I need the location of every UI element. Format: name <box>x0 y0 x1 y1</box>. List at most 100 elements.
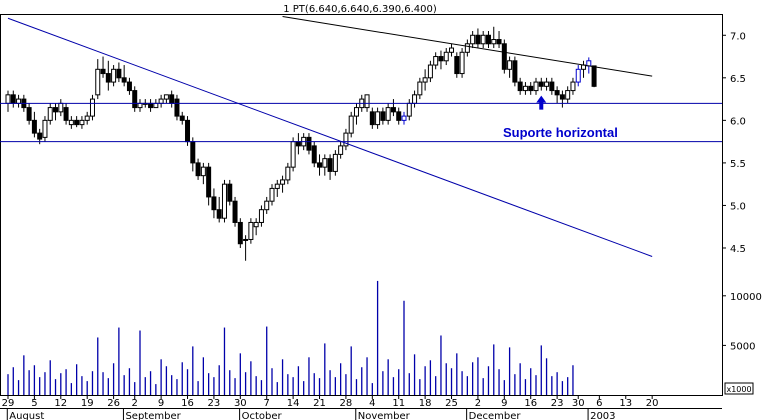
candle-body <box>390 107 396 113</box>
candle-body <box>422 77 428 83</box>
candle-body <box>79 119 85 126</box>
candle-body <box>95 68 101 96</box>
candle-body <box>100 68 106 75</box>
candle-body <box>507 60 513 70</box>
candle-body <box>195 162 201 177</box>
candle-body <box>200 166 206 177</box>
candle-body <box>163 94 169 100</box>
day-tick-label: 28 <box>340 398 353 409</box>
candle-body <box>327 158 333 172</box>
candle-body <box>443 51 449 62</box>
candle-body <box>111 68 117 83</box>
trendlines <box>0 16 722 257</box>
candle-body <box>185 119 191 143</box>
candle-body <box>290 141 296 168</box>
month-label: December <box>469 411 522 420</box>
day-tick-label: 4 <box>369 398 375 409</box>
candle-body <box>232 200 238 223</box>
candle-body <box>37 132 43 140</box>
candle-body <box>412 94 418 104</box>
price-tick-label: 5.0 <box>730 201 746 212</box>
candle-body <box>221 183 227 219</box>
day-tick-label: 18 <box>419 398 432 409</box>
candle-body <box>269 187 275 202</box>
candle-body <box>206 166 212 198</box>
candle-body <box>501 43 507 70</box>
candle-body <box>559 94 565 100</box>
candle-body <box>264 200 270 211</box>
candle-body <box>31 119 37 134</box>
candle-body <box>454 56 460 75</box>
day-tick-label: 13 <box>619 398 632 409</box>
volume-unit-label: x1000 <box>726 385 751 394</box>
candle-body <box>10 94 16 104</box>
support-annotation: Suporte horizontal <box>503 125 618 140</box>
day-tick-label: 11 <box>392 398 405 409</box>
month-label: September <box>125 411 181 420</box>
candle-body <box>570 81 576 92</box>
candle-body <box>464 43 470 53</box>
candle-body <box>549 81 555 92</box>
volume-tick-label: 10000 <box>730 292 762 303</box>
day-tick-label: 16 <box>181 398 194 409</box>
price-tick-label: 5.5 <box>730 159 746 170</box>
candle-body <box>406 102 412 117</box>
candle-body <box>433 56 439 66</box>
candle-body <box>306 136 312 151</box>
candle-body <box>396 111 402 121</box>
candle-body <box>280 179 286 185</box>
trendline <box>282 16 653 77</box>
candle-body <box>401 115 407 121</box>
price-tick-label: 6.5 <box>730 74 746 85</box>
candle-body <box>586 60 592 67</box>
candle-body <box>274 183 280 189</box>
candle-body <box>89 98 95 117</box>
candle-body <box>459 51 465 75</box>
candle-body <box>179 115 185 121</box>
trendline <box>7 17 653 257</box>
candle-body <box>427 64 433 79</box>
price-tick-label: 4.5 <box>730 244 746 255</box>
candle-body <box>169 94 175 104</box>
candle-body <box>84 115 90 121</box>
candle-body <box>512 60 518 83</box>
candle-body <box>475 34 481 45</box>
candle-body <box>322 158 328 168</box>
candle-body <box>174 98 180 117</box>
candle-body <box>565 90 571 100</box>
candle-body <box>338 145 344 155</box>
day-tick-label: 7 <box>264 398 270 409</box>
candle-body <box>554 90 560 96</box>
candles <box>5 26 597 261</box>
candle-body <box>121 77 127 83</box>
candle-body <box>522 85 528 92</box>
candle-body <box>105 73 111 83</box>
day-tick-label: 26 <box>107 398 120 409</box>
candle-body <box>248 221 254 240</box>
candle-body <box>517 81 523 92</box>
candle-body <box>343 132 349 147</box>
month-label: 2003 <box>590 411 615 420</box>
candle-body <box>449 47 455 53</box>
candle-body <box>227 183 233 202</box>
candle-body <box>375 111 381 126</box>
price-tick-label: 7.0 <box>730 31 746 42</box>
candle-body <box>216 209 222 219</box>
volume-unit-box <box>724 382 754 395</box>
candle-body <box>575 68 581 83</box>
candle-body <box>348 115 354 134</box>
day-tick-label: 30 <box>572 398 585 409</box>
day-tick-label: 2 <box>475 398 481 409</box>
candle-body <box>438 56 444 62</box>
candle-body <box>364 94 370 109</box>
day-tick-label: 29 <box>2 398 15 409</box>
candle-body <box>369 111 375 126</box>
candle-body <box>311 145 317 164</box>
candle-body <box>211 196 217 211</box>
candle-body <box>332 153 338 172</box>
day-tick-label: 5 <box>31 398 37 409</box>
month-label: November <box>358 411 411 420</box>
